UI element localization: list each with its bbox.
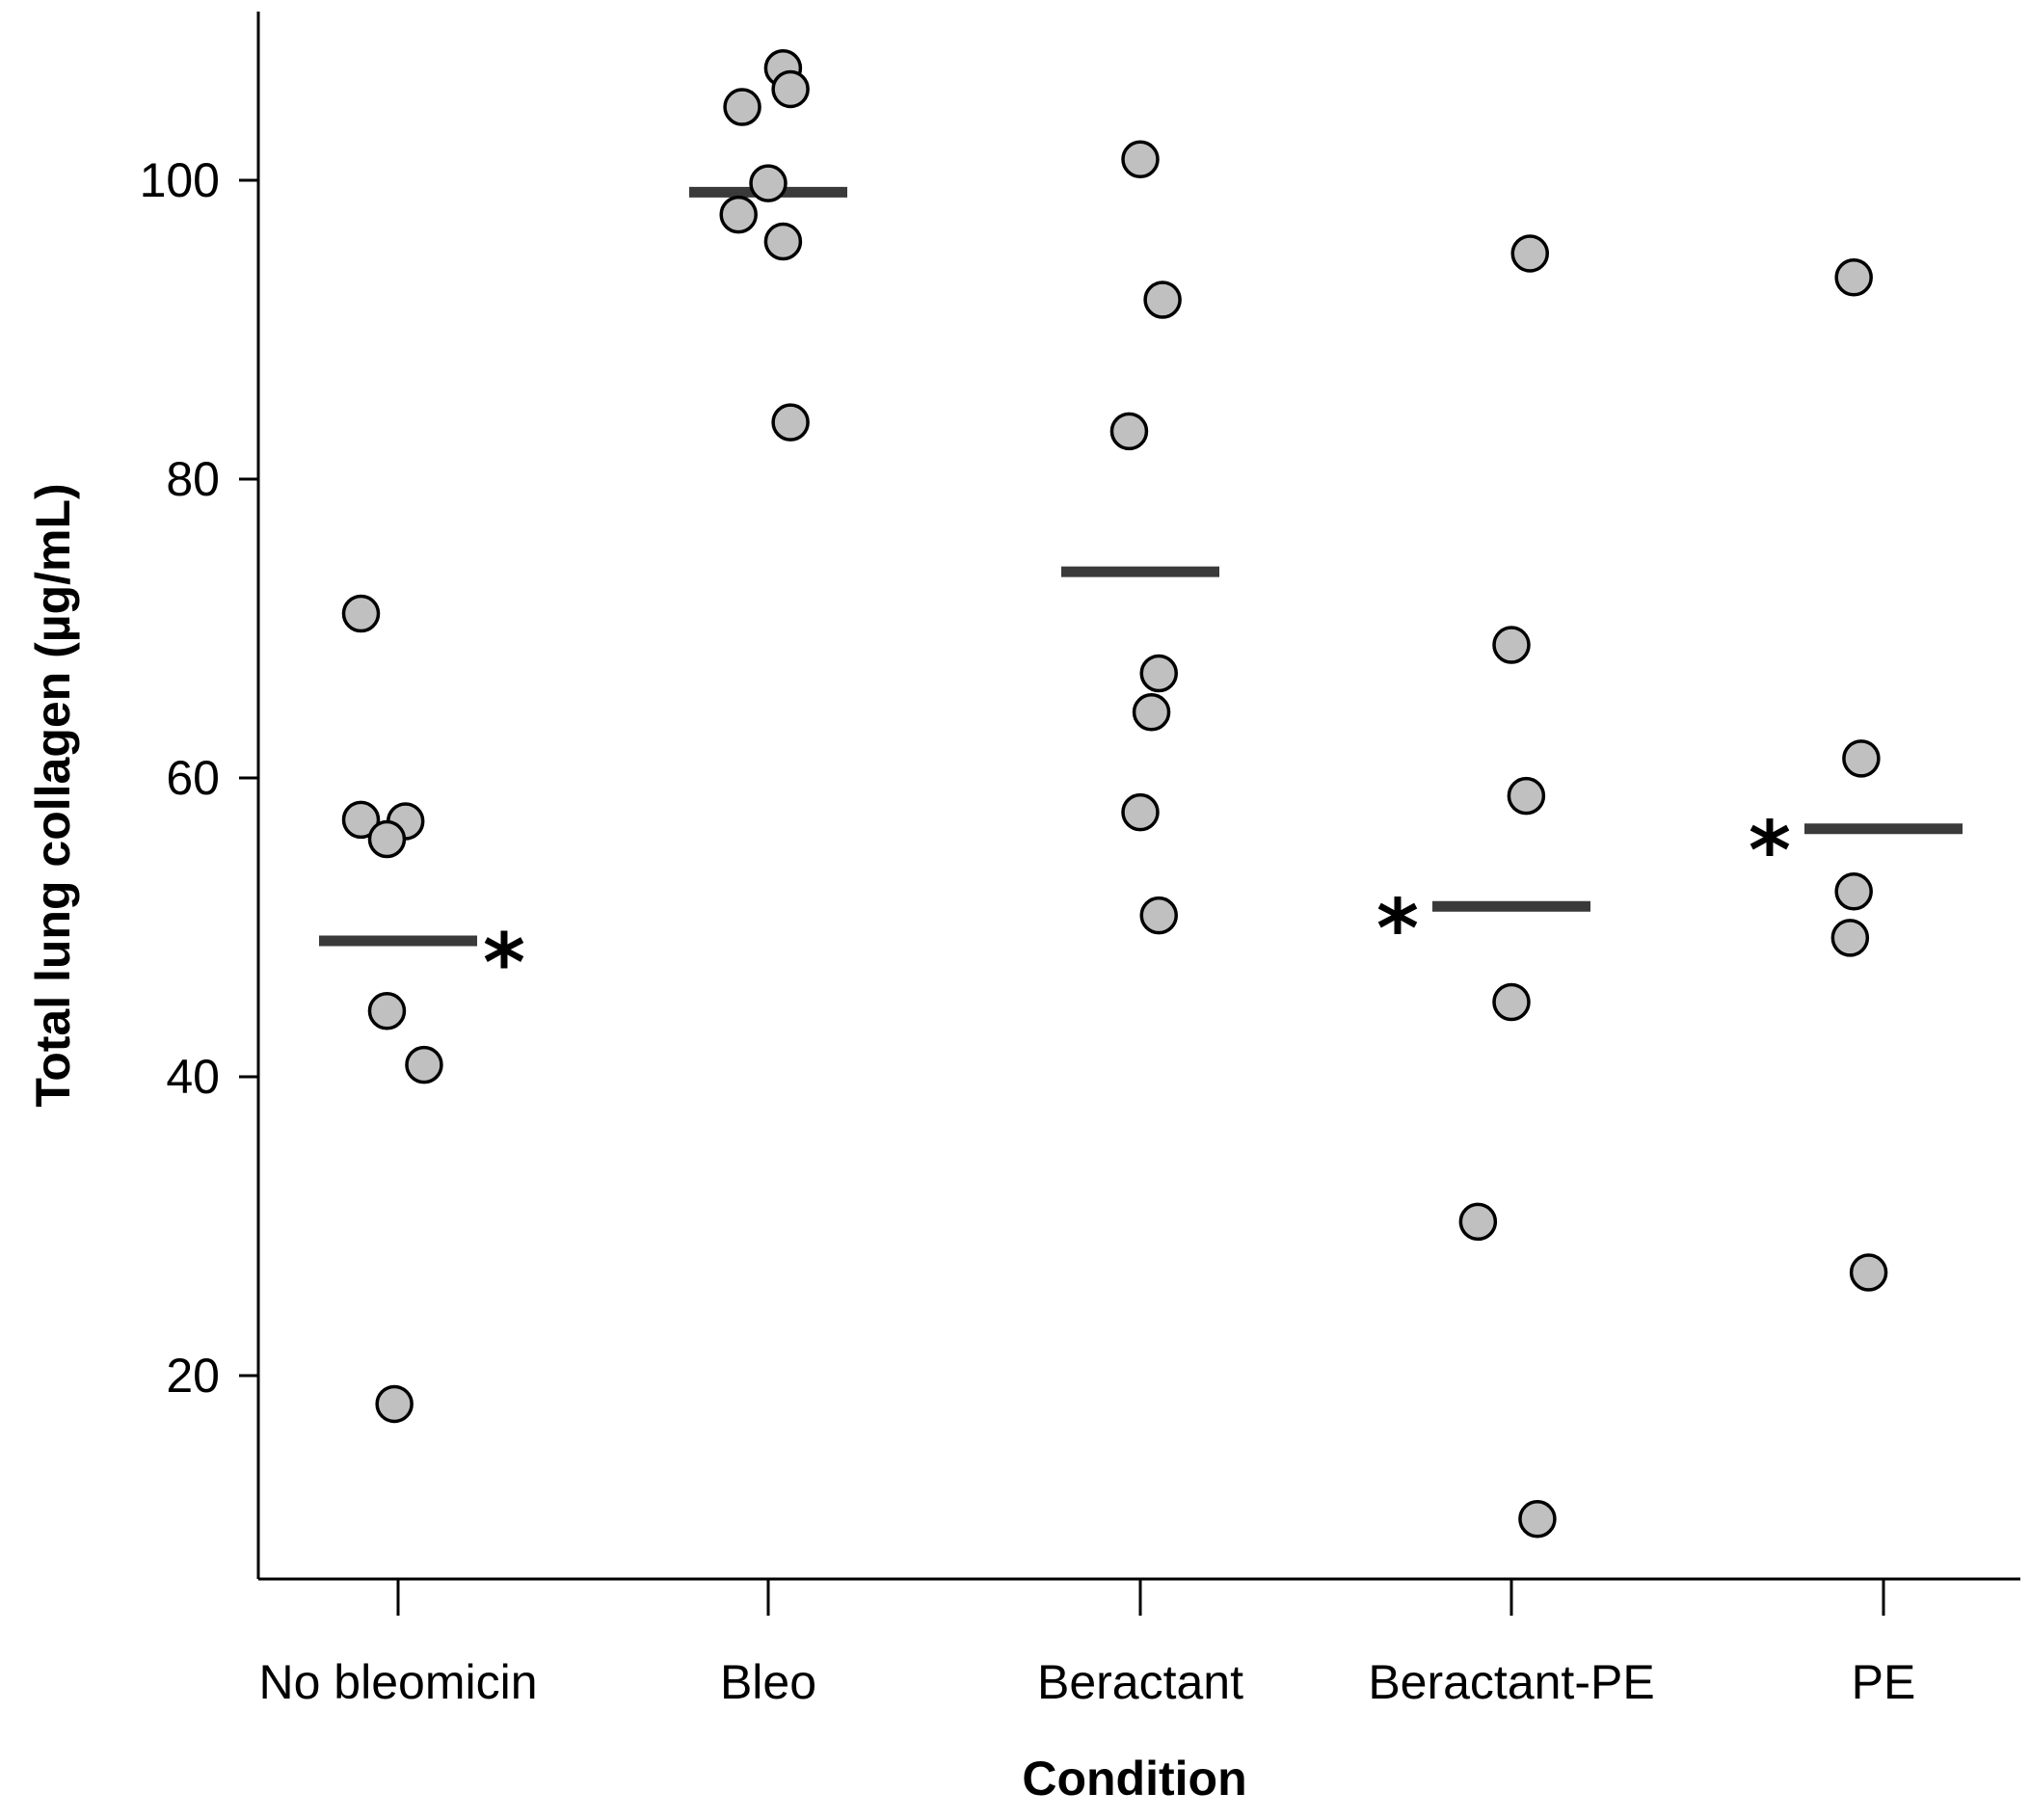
data-point (1492, 982, 1531, 1022)
y-ticks: 20 40 60 80 100 (140, 153, 258, 1403)
data-point (375, 1384, 414, 1424)
y-tick-label: 60 (166, 751, 220, 805)
data-point (1121, 792, 1160, 832)
data-point (1849, 1253, 1888, 1292)
data-point (763, 222, 803, 261)
data-point (1507, 776, 1546, 816)
data-point (1830, 919, 1870, 957)
data-point (1139, 654, 1178, 693)
data-point (341, 800, 381, 840)
x-tick-label: Beractant (1037, 1655, 1243, 1709)
x-tick-label: Beractant-PE (1368, 1655, 1654, 1709)
data-point (1143, 281, 1182, 319)
data-point (1518, 1500, 1557, 1539)
x-ticks: No bleomicin Bleo Beractant Beractant-PE PE (258, 1579, 1915, 1709)
y-tick-label: 40 (166, 1050, 220, 1104)
x-axis-title: Condition (1022, 1752, 1246, 1806)
data-point (1842, 739, 1881, 778)
data-point (367, 992, 407, 1030)
data-point (1834, 872, 1873, 911)
data-point (367, 819, 407, 859)
data-point (1834, 258, 1873, 297)
data-point (1458, 1202, 1498, 1242)
significance-star: * (1749, 804, 1791, 898)
data-points (341, 49, 1888, 1539)
significance-markers: * * * (483, 804, 1791, 1010)
y-axis-title: Total lung collagen (µg/mL) (26, 483, 80, 1107)
data-point (1109, 412, 1149, 451)
data-point (1139, 896, 1178, 935)
y-tick-label: 20 (166, 1349, 220, 1403)
data-point (1132, 693, 1171, 732)
y-tick-label: 80 (166, 452, 220, 506)
data-point (341, 594, 381, 633)
data-point (405, 1045, 443, 1084)
significance-star: * (1376, 881, 1419, 976)
x-tick-label: PE (1852, 1655, 1916, 1709)
data-point (749, 164, 788, 202)
x-tick-label: No bleomicin (258, 1655, 537, 1709)
y-tick-label: 100 (140, 153, 220, 207)
x-tick-label: Bleo (720, 1655, 816, 1709)
data-point (1121, 140, 1160, 179)
data-point (723, 88, 761, 126)
data-point (771, 69, 810, 109)
data-point (1492, 626, 1531, 664)
significance-star: * (483, 916, 525, 1010)
data-point (719, 195, 758, 234)
data-point (771, 403, 810, 442)
data-point (1510, 234, 1549, 273)
